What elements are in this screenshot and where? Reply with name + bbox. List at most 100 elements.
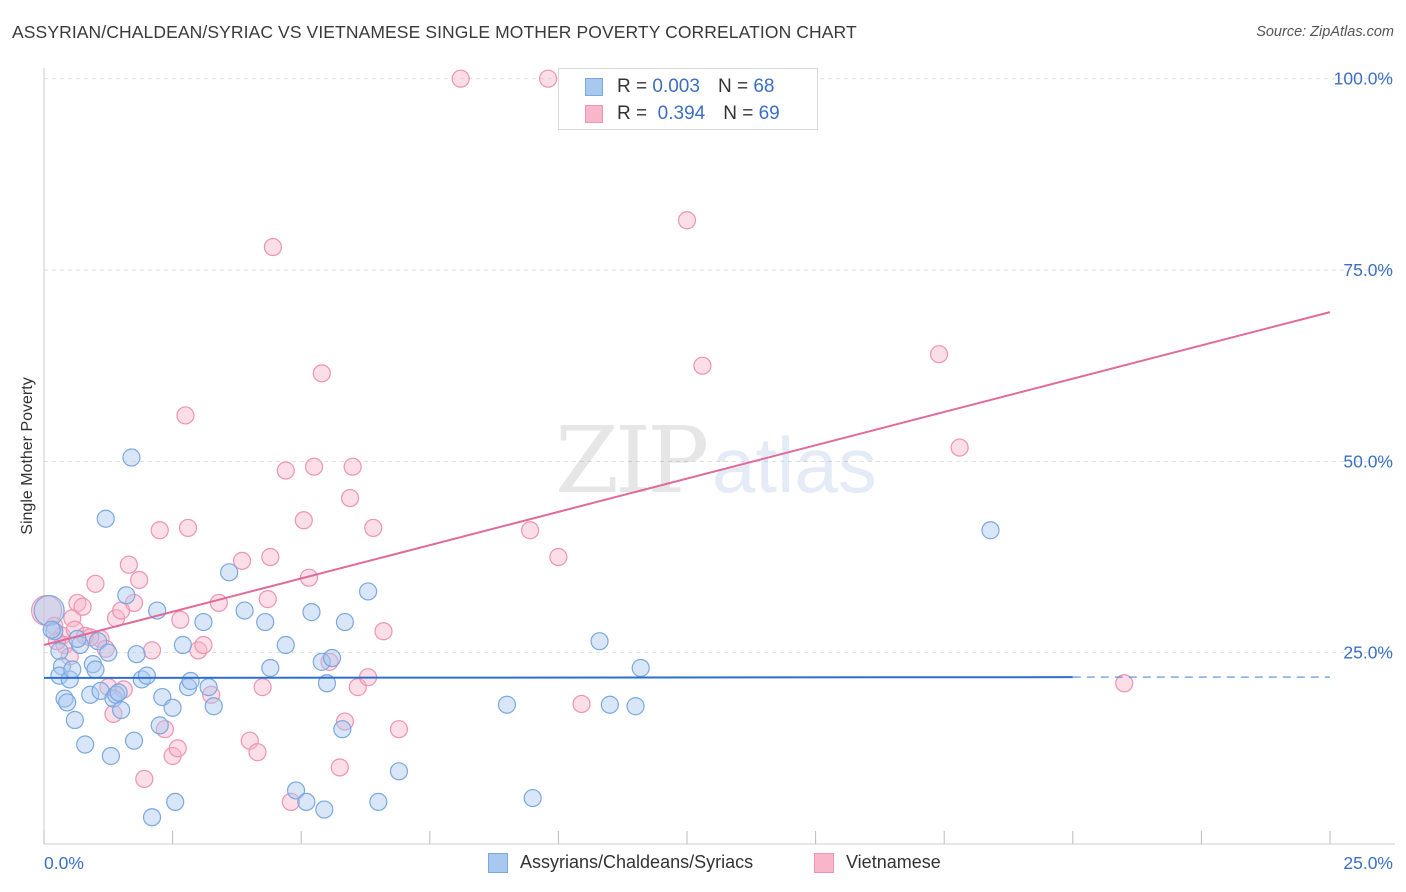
y-tick-label: 50.0% — [1343, 451, 1393, 471]
legend-swatch-blue — [585, 78, 603, 96]
vietnamese-point — [124, 593, 144, 613]
vietnamese-point — [1115, 674, 1134, 693]
chart-title: ASSYRIAN/CHALDEAN/SYRIAC VS VIETNAMESE S… — [12, 22, 857, 42]
vietnamese-point — [693, 356, 712, 375]
assyrian-point — [99, 643, 118, 662]
vietnamese-point — [209, 593, 228, 613]
assyrian-point — [88, 632, 108, 651]
vietnamese-point — [263, 237, 283, 257]
vietnamese-point — [330, 758, 349, 777]
assyrian-points — [33, 448, 1000, 827]
vietnamese-point — [258, 590, 277, 609]
legend-r-value: 0.394 — [657, 103, 706, 124]
series-legend: Assyrians/Chaldeans/Syriacs Vietnamese — [0, 852, 1406, 876]
legend-swatch-pink — [585, 105, 603, 123]
vietnamese-point — [389, 720, 409, 739]
vietnamese-point — [312, 364, 331, 383]
assyrian-point — [590, 632, 609, 651]
assyrian-point — [63, 660, 82, 679]
assyrian-point — [199, 678, 218, 697]
vietnamese-point — [539, 69, 558, 88]
vietnamese-point — [176, 406, 195, 425]
assyrian-point — [204, 697, 223, 716]
assyrian-point — [50, 642, 69, 661]
assyrian-point — [333, 720, 352, 739]
assyrian-point — [173, 635, 192, 655]
legend-r-label: R = — [617, 103, 648, 124]
vietnamese-point — [549, 547, 568, 567]
assyrian-point — [358, 582, 378, 601]
assyrian-point — [631, 658, 650, 678]
assyrian-point — [523, 788, 542, 808]
vietnamese-point — [194, 635, 213, 655]
vietnamese-point — [171, 610, 190, 629]
assyrian-point — [150, 716, 169, 735]
vietnamese-point — [232, 551, 252, 570]
assyrian-point — [181, 671, 200, 691]
vietnamese-point — [178, 518, 198, 538]
vietnamese-point — [294, 511, 313, 530]
vietnamese-point — [364, 518, 383, 538]
vietnamese-point — [304, 457, 324, 476]
legend-r-label: R = — [617, 76, 648, 97]
trend-lines — [43, 311, 1331, 679]
assyrian-point — [235, 601, 254, 620]
assyrian-trend-line — [43, 676, 1073, 679]
source-credit: Source: ZipAtlas.com — [1256, 24, 1394, 40]
assyrian-point — [101, 746, 120, 766]
assyrian-point — [302, 603, 321, 622]
assyrian-point — [312, 652, 331, 671]
vietnamese-point — [276, 461, 295, 480]
assyrian-point — [117, 586, 136, 605]
assyrian-point — [626, 697, 645, 716]
series-swatch-pink — [814, 852, 834, 873]
vietnamese-point — [521, 521, 540, 540]
assyrian-point — [112, 700, 131, 720]
vietnamese-point — [929, 345, 949, 364]
series-legend-assyrian: Assyrians/Chaldeans/Syriacs — [488, 852, 753, 873]
series-label-assyrian: Assyrians/Chaldeans/Syriacs — [520, 852, 754, 872]
y-tick-label: 25.0% — [1343, 643, 1393, 663]
legend-n-value: 69 — [758, 103, 780, 124]
assyrian-point — [96, 509, 115, 528]
vietnamese-points — [30, 69, 1134, 812]
y-tick-label: 75.0% — [1343, 260, 1393, 280]
x-tick-label: 25.0% — [1343, 853, 1393, 873]
assyrian-point — [981, 521, 1000, 540]
assyrian-point — [194, 612, 213, 632]
assyrian-point — [124, 731, 144, 750]
series-legend-vietnamese: Vietnamese — [814, 852, 941, 873]
assyrian-point — [127, 645, 146, 664]
assyrian-point — [497, 695, 517, 714]
assyrian-point — [58, 693, 77, 712]
vietnamese-point — [168, 739, 187, 758]
vietnamese-point — [130, 570, 149, 590]
vietnamese-point — [261, 547, 280, 567]
legend-n-value: 68 — [753, 76, 775, 97]
series-label-vietnamese: Vietnamese — [846, 852, 941, 872]
correlation-legend: R = 0.003 N = 68 R = 0.394 N = 69 — [558, 68, 818, 130]
assyrian-point — [276, 635, 295, 655]
vietnamese-point — [142, 641, 162, 660]
assyrian-point — [297, 792, 316, 812]
watermark: ZIP atlas — [555, 407, 877, 514]
assyrian-point — [286, 781, 306, 800]
assyrian-point — [600, 695, 619, 714]
assyrian-point — [33, 594, 65, 627]
axes — [43, 68, 1395, 845]
vietnamese-trend-line — [43, 311, 1331, 646]
assyrian-point — [166, 792, 185, 812]
vietnamese-point — [248, 743, 267, 762]
vietnamese-point — [119, 555, 138, 574]
assyrian-point — [81, 685, 100, 704]
legend-n-label: N = — [717, 76, 749, 97]
assyrian-point — [65, 710, 84, 730]
vietnamese-point — [572, 694, 591, 714]
assyrian-point — [122, 448, 141, 467]
legend-row-vietnamese: R = 0.394 N = 69 — [559, 101, 780, 127]
vietnamese-point — [150, 521, 169, 540]
tick-labels: 25.0% 50.0% 75.0% 100.0% 0.0% 25.0% — [44, 69, 1393, 873]
assyrian-point — [163, 698, 182, 717]
legend-n-label: N = — [723, 103, 754, 124]
assyrian-point — [220, 563, 239, 582]
